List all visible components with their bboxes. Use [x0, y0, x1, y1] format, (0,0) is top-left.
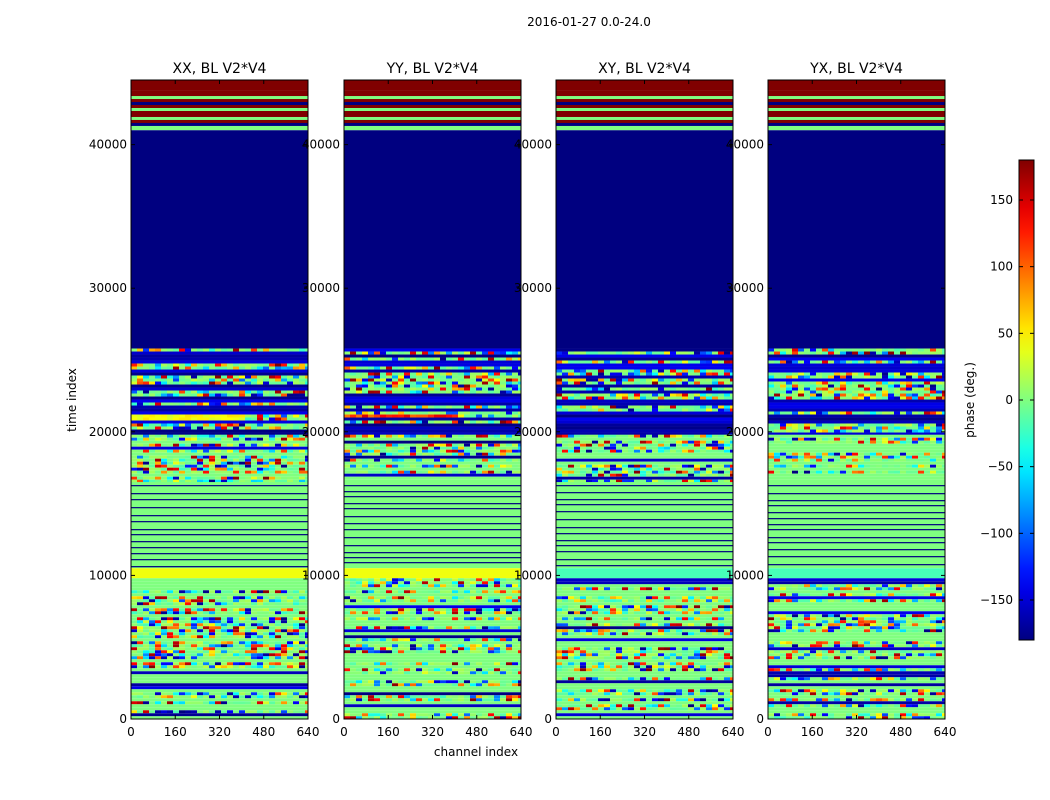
x-tick-label: 0 [552, 725, 560, 739]
y-tick-label: 30000 [514, 281, 552, 295]
x-tick-label: 160 [377, 725, 400, 739]
y-tick-label: 30000 [89, 281, 127, 295]
panel-title: XX, BL V2*V4 [173, 61, 267, 77]
x-tick-label: 320 [208, 725, 231, 739]
x-tick-label: 0 [340, 725, 348, 739]
x-tick-label: 160 [801, 725, 824, 739]
y-tick-label: 30000 [726, 281, 764, 295]
heatmap-image [556, 80, 733, 719]
x-tick-label: 480 [252, 725, 275, 739]
y-tick-label: 20000 [514, 425, 552, 439]
x-tick-label: 160 [164, 725, 187, 739]
y-tick-label: 20000 [89, 425, 127, 439]
y-tick-label: 10000 [726, 568, 764, 582]
y-tick-label: 0 [332, 712, 340, 726]
x-tick-label: 0 [127, 725, 135, 739]
y-tick-label: 10000 [89, 568, 127, 582]
colorbar-tick-label: 50 [998, 326, 1013, 340]
panel-title: XY, BL V2*V4 [598, 61, 691, 77]
colorbar-tick-label: 100 [990, 260, 1013, 274]
colorbar: −150 −100 −50 0 50 100 150 [980, 159, 1035, 641]
y-tick-label: 40000 [726, 138, 764, 152]
x-tick-label: 640 [722, 725, 745, 739]
y-tick-label: 0 [544, 712, 552, 726]
heatmap-image [344, 80, 521, 719]
panel-yy: YY, BL V2*V4 0 160 320 480 640 0 10000 20000 3000… [302, 61, 533, 739]
colorbar-tick-label: 0 [1005, 393, 1013, 407]
x-tick-label: 640 [510, 725, 533, 739]
heatmap-image [768, 80, 945, 719]
y-tick-label: 20000 [726, 425, 764, 439]
y-tick-label: 10000 [514, 568, 552, 582]
x-tick-label: 480 [889, 725, 912, 739]
x-tick-label: 160 [589, 725, 612, 739]
colorbar-tick-label: −100 [980, 526, 1013, 540]
panel-title: YY, BL V2*V4 [386, 61, 479, 77]
colorbar-tick-label: 150 [990, 193, 1013, 207]
x-tick-label: 320 [633, 725, 656, 739]
panel-xx: XX, BL V2*V4 0 160 320 480 640 0 10000 20000 3000… [89, 61, 320, 739]
x-tick-label: 640 [297, 725, 320, 739]
figure-suptitle: 2016-01-27 0.0-24.0 [527, 15, 651, 29]
y-tick-label: 20000 [302, 425, 340, 439]
y-tick-label: 40000 [514, 138, 552, 152]
y-tick-label: 40000 [302, 138, 340, 152]
x-tick-label: 640 [934, 725, 957, 739]
x-tick-label: 0 [764, 725, 772, 739]
panel-yx: YX, BL V2*V4 0 160 320 480 640 0 10000 20000 3000… [726, 61, 957, 739]
panel-xy: XY, BL V2*V4 0 160 320 480 640 0 10000 20000 3000… [514, 61, 745, 739]
x-tick-label: 480 [677, 725, 700, 739]
x-axis-label: channel index [434, 745, 518, 759]
y-tick-label: 40000 [89, 138, 127, 152]
y-tick-label: 10000 [302, 568, 340, 582]
y-tick-label: 0 [119, 712, 127, 726]
x-tick-label: 320 [421, 725, 444, 739]
x-tick-label: 480 [465, 725, 488, 739]
y-tick-label: 0 [756, 712, 764, 726]
panels-group: XX, BL V2*V4 0 160 320 480 640 0 10000 20000 3000… [89, 61, 957, 739]
colorbar-label: phase (deg.) [963, 362, 977, 438]
y-axis-label: time index [65, 368, 79, 432]
heatmap-image [131, 80, 308, 719]
x-tick-label: 320 [845, 725, 868, 739]
colorbar-tick-label: −150 [980, 593, 1013, 607]
colorbar-tick-label: −50 [988, 460, 1013, 474]
panel-title: YX, BL V2*V4 [809, 61, 903, 77]
y-tick-label: 30000 [302, 281, 340, 295]
